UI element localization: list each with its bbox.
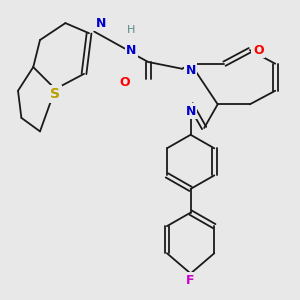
Text: H: H bbox=[127, 25, 136, 35]
Text: N: N bbox=[126, 44, 136, 57]
Text: O: O bbox=[119, 76, 130, 89]
Text: S: S bbox=[50, 87, 60, 101]
Text: N: N bbox=[185, 105, 196, 118]
Text: O: O bbox=[253, 44, 264, 57]
Text: N: N bbox=[185, 64, 196, 77]
Text: F: F bbox=[186, 274, 195, 287]
Text: N: N bbox=[96, 16, 106, 30]
